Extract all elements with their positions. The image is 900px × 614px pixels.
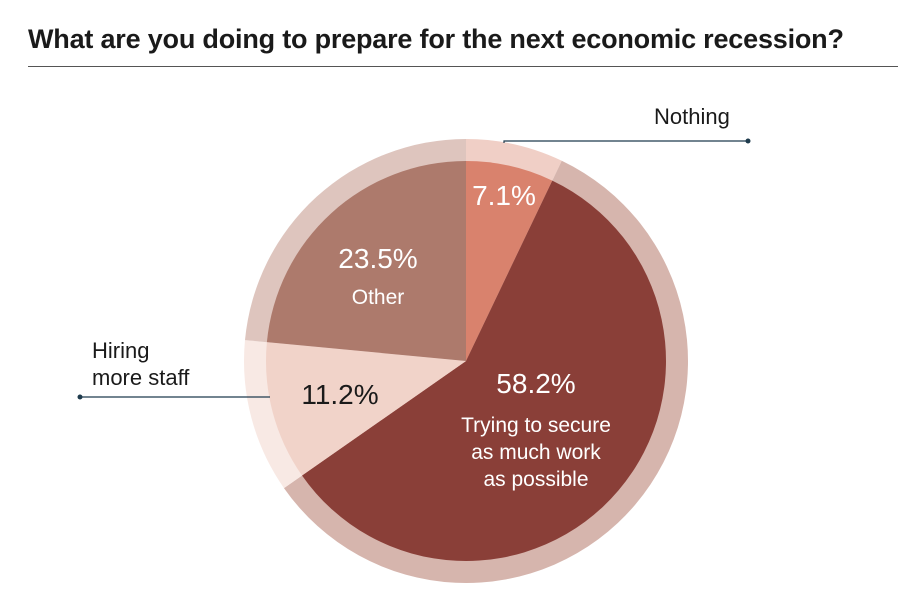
slice-label-other-name: Other [352,286,405,309]
pie-slice-secure [302,180,667,561]
leader-line-hiring [77,394,270,400]
chart-title: What are you doing to prepare for the ne… [28,24,844,54]
slice-label-secure-value: 58.2% [496,368,575,399]
title-divider [28,66,898,67]
leader-line-nothing [503,138,751,144]
external-label-nothing: Nothing [654,104,730,129]
pie-slice-other [266,161,466,361]
slice-label-secure-line-2: as much work [471,441,601,464]
slice-label-nothing-value: 7.1% [472,180,536,211]
slice-label-secure-line-3: as possible [483,468,588,491]
pie-slices [266,161,667,561]
pie-slice-nothing [466,161,553,361]
pie-slice-hiring [266,342,466,476]
slice-label-hiring-value: 11.2% [301,379,378,410]
external-label-hiring-line-1: Hiring [92,338,149,363]
slice-label-secure-line-1: Trying to secure [461,414,611,437]
slice-label-other-value: 23.5% [338,243,417,274]
external-label-hiring-line-2: more staff [92,365,190,390]
